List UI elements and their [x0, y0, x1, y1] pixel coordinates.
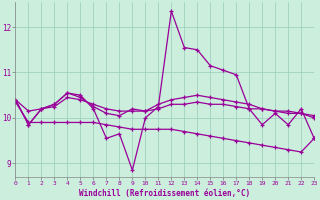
X-axis label: Windchill (Refroidissement éolien,°C): Windchill (Refroidissement éolien,°C) [79, 189, 250, 198]
